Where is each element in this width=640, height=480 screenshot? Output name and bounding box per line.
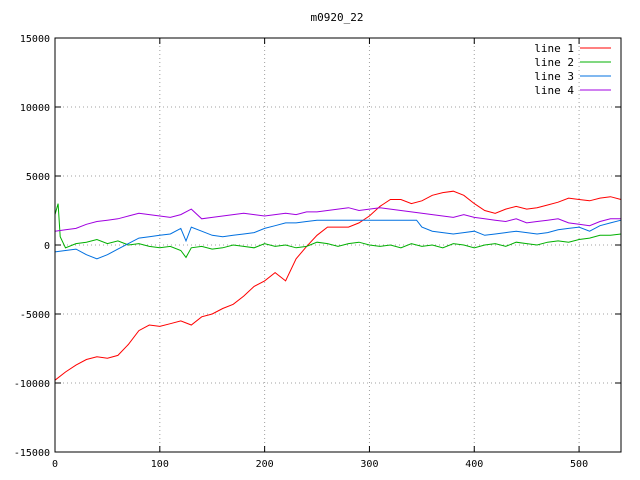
legend-label-4: line 4 — [534, 84, 574, 97]
chart-title: m0920_22 — [311, 11, 364, 24]
series-line-3 — [54, 219, 622, 260]
plot-frame — [54, 37, 622, 453]
grid — [55, 38, 621, 452]
y-tick-label: -10000 — [14, 379, 50, 390]
y-tick-label: 15000 — [20, 34, 50, 45]
x-tick-label: 400 — [465, 459, 483, 470]
y-tick-label: 0 — [44, 241, 50, 252]
legend-label-3: line 3 — [534, 70, 574, 83]
y-tick-label: 5000 — [26, 172, 50, 183]
x-tick-label: 300 — [360, 459, 378, 470]
series-lines — [54, 190, 622, 381]
x-tick-label: 200 — [256, 459, 274, 470]
y-tick-label: -15000 — [14, 448, 50, 459]
x-tick-label: 100 — [151, 459, 169, 470]
x-tick-label: 0 — [52, 459, 58, 470]
legend-label-2: line 2 — [534, 56, 574, 69]
y-tick-label: 10000 — [20, 103, 50, 114]
series-line-4 — [54, 207, 621, 232]
y-tick-label: -5000 — [20, 310, 50, 321]
axes: 0 100 200 300 400 500 -15000 -10000 -5000 0 5000 10… — [14, 34, 621, 470]
x-tick-label: 500 — [570, 459, 588, 470]
series-line-2 — [54, 203, 622, 259]
legend-label-1: line 1 — [534, 42, 574, 55]
series-line-1 — [54, 190, 622, 381]
